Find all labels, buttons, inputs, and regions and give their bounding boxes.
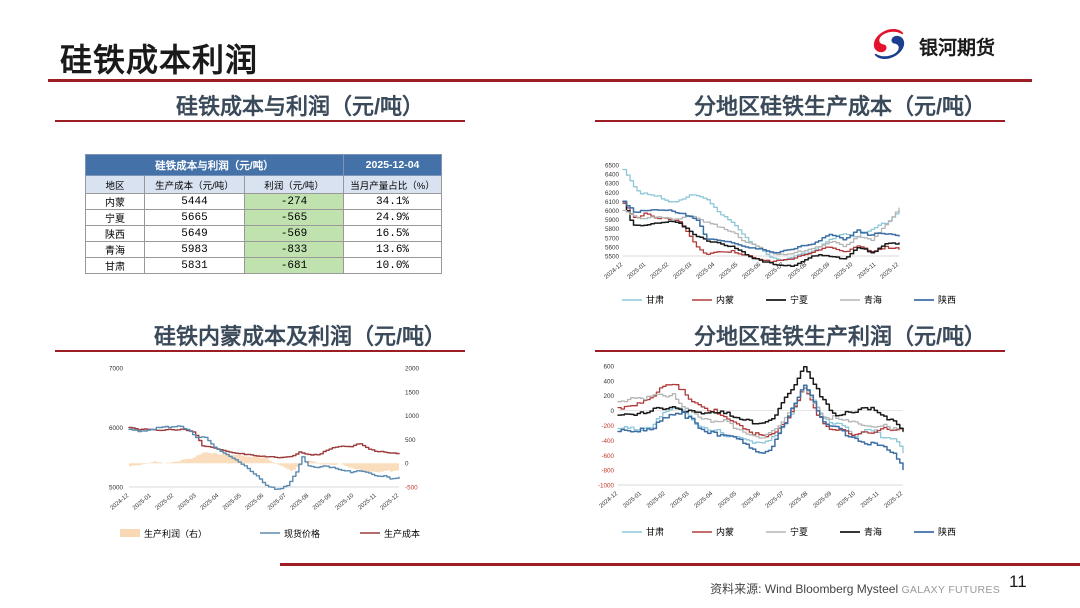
svg-text:-200: -200 (601, 423, 614, 430)
svg-text:0: 0 (405, 461, 409, 468)
svg-text:2025-11: 2025-11 (860, 491, 881, 510)
svg-text:0: 0 (610, 408, 614, 415)
svg-text:2025-05: 2025-05 (222, 493, 243, 512)
svg-text:2024-12: 2024-12 (110, 493, 131, 512)
svg-text:7000: 7000 (109, 366, 124, 373)
svg-text:6000: 6000 (605, 208, 620, 215)
svg-text:2025-10: 2025-10 (834, 262, 855, 281)
svg-text:2025-06: 2025-06 (741, 491, 762, 510)
svg-text:2025-06: 2025-06 (742, 262, 763, 281)
svg-text:2025-04: 2025-04 (694, 491, 715, 510)
svg-text:5500: 5500 (605, 254, 620, 261)
svg-text:-500: -500 (405, 485, 418, 492)
svg-text:2025-02: 2025-02 (155, 493, 176, 512)
svg-text:2025-08: 2025-08 (290, 493, 311, 512)
svg-text:2025-02: 2025-02 (650, 262, 671, 281)
svg-text:500: 500 (405, 437, 416, 444)
svg-text:陕西: 陕西 (938, 294, 956, 305)
svg-text:生产利润（右）: 生产利润（右） (144, 528, 207, 539)
svg-text:2024-12: 2024-12 (604, 262, 625, 281)
svg-text:600: 600 (603, 364, 614, 371)
svg-text:2025-12: 2025-12 (380, 493, 401, 512)
svg-text:2025-05: 2025-05 (717, 491, 738, 510)
svg-text:2025-12: 2025-12 (880, 262, 901, 281)
svg-text:青海: 青海 (864, 294, 882, 305)
svg-text:6100: 6100 (605, 199, 620, 206)
svg-text:甘肃: 甘肃 (646, 294, 664, 305)
svg-text:2025-11: 2025-11 (357, 493, 378, 512)
svg-text:1500: 1500 (405, 389, 420, 396)
svg-text:1000: 1000 (405, 413, 420, 420)
svg-text:2024-12: 2024-12 (599, 491, 620, 510)
svg-text:2025-01: 2025-01 (627, 262, 648, 281)
svg-text:-1000: -1000 (598, 483, 615, 490)
svg-text:2025-07: 2025-07 (267, 493, 288, 512)
svg-text:200: 200 (603, 393, 614, 400)
svg-text:6400: 6400 (605, 172, 620, 179)
svg-text:2025-04: 2025-04 (696, 262, 717, 281)
svg-text:甘肃: 甘肃 (646, 526, 664, 537)
svg-text:2025-10: 2025-10 (335, 493, 356, 512)
svg-text:2025-11: 2025-11 (857, 262, 878, 281)
svg-text:2025-07: 2025-07 (765, 491, 786, 510)
svg-text:2025-09: 2025-09 (812, 491, 833, 510)
svg-text:2025-08: 2025-08 (789, 491, 810, 510)
svg-text:2000: 2000 (405, 366, 420, 373)
svg-text:2025-02: 2025-02 (646, 491, 667, 510)
svg-text:-400: -400 (601, 438, 614, 445)
svg-text:宁夏: 宁夏 (790, 294, 808, 305)
svg-text:2025-06: 2025-06 (245, 493, 266, 512)
svg-text:6200: 6200 (605, 190, 620, 197)
svg-text:2025-01: 2025-01 (132, 493, 153, 512)
svg-text:-800: -800 (601, 468, 614, 475)
svg-text:2025-03: 2025-03 (670, 491, 691, 510)
svg-text:陕西: 陕西 (938, 526, 956, 537)
svg-text:6000: 6000 (109, 425, 124, 432)
svg-text:生产成本: 生产成本 (384, 528, 420, 539)
svg-text:2025-04: 2025-04 (200, 493, 221, 512)
svg-text:2025-09: 2025-09 (811, 262, 832, 281)
svg-text:现货价格: 现货价格 (284, 528, 320, 539)
svg-text:青海: 青海 (864, 526, 882, 537)
svg-text:5800: 5800 (605, 226, 620, 233)
svg-text:2025-09: 2025-09 (312, 493, 333, 512)
svg-text:2025-05: 2025-05 (719, 262, 740, 281)
svg-text:宁夏: 宁夏 (790, 526, 808, 537)
svg-text:5700: 5700 (605, 235, 620, 242)
svg-text:5000: 5000 (109, 485, 124, 492)
svg-text:2025-01: 2025-01 (622, 491, 643, 510)
svg-text:6300: 6300 (605, 181, 620, 188)
svg-text:2025-12: 2025-12 (884, 491, 905, 510)
svg-text:-600: -600 (601, 453, 614, 460)
svg-text:内蒙: 内蒙 (716, 294, 734, 305)
svg-text:内蒙: 内蒙 (716, 526, 734, 537)
svg-text:400: 400 (603, 378, 614, 385)
svg-text:5900: 5900 (605, 217, 620, 224)
svg-text:2025-03: 2025-03 (673, 262, 694, 281)
svg-text:5600: 5600 (605, 244, 620, 251)
svg-text:2025-10: 2025-10 (836, 491, 857, 510)
svg-text:6500: 6500 (605, 163, 620, 170)
svg-text:2025-03: 2025-03 (177, 493, 198, 512)
